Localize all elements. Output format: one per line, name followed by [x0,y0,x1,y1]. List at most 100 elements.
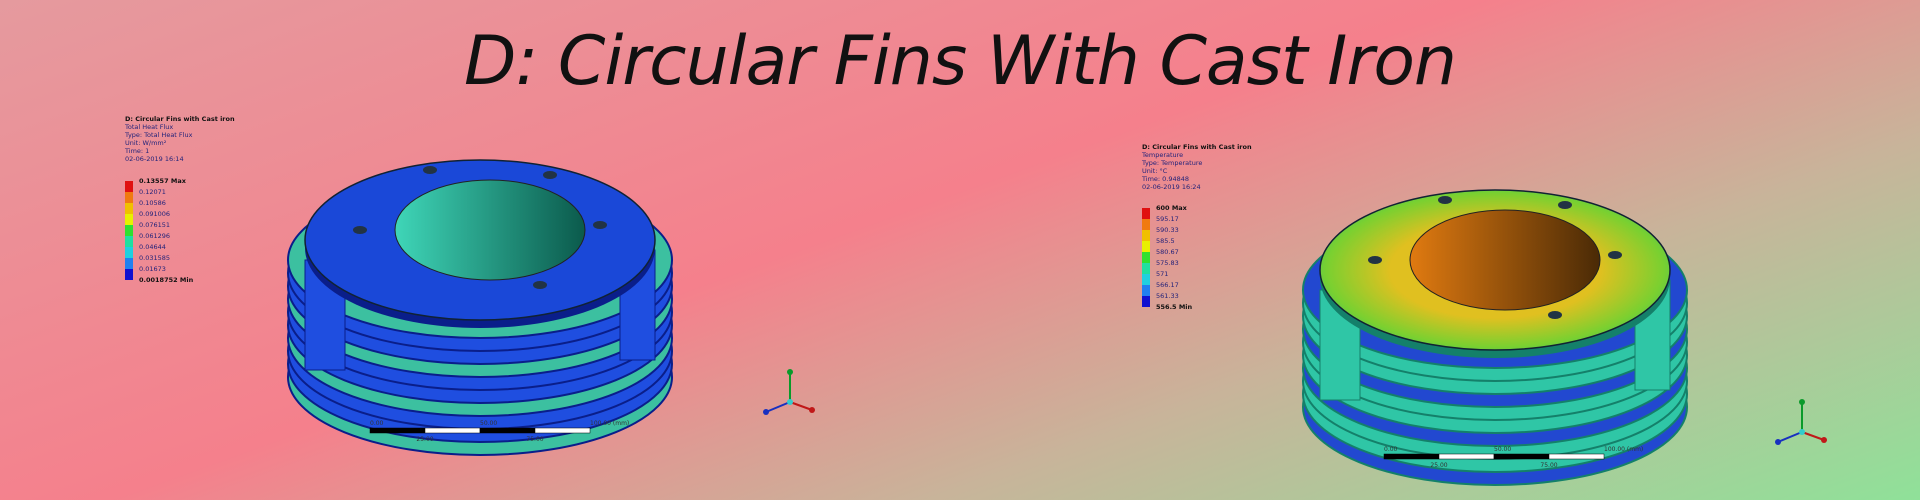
legend-row: 571 [1142,269,1192,285]
legend-swatch [1142,230,1150,241]
legend-label: 571 [1156,270,1169,278]
bolt-hole [353,226,367,234]
result-info: D: Circular Fins with Cast iron Total Hea… [125,115,235,163]
legend-swatch [125,236,133,247]
scale-bar-segment [424,427,481,434]
scale-bar-segment [479,427,536,434]
info-line: Unit: W/mm² [125,139,167,147]
legend-label: 580.67 [1156,248,1179,256]
scale-bar-segment [1493,453,1550,460]
color-legend: 0.13557 Max 0.12071 0.10586 0.091006 0.07615… [125,176,193,286]
scale-label: 100.00 (mm) [590,420,629,427]
legend-row: 0.01673 [125,264,193,280]
legend-label: 0.091006 [139,210,171,218]
legend-row: 0.076151 [125,220,193,236]
legend-row: 561.33 [1142,291,1192,307]
legend-row: 0.13557 Max [125,176,193,192]
legend-label: 561.33 [1156,292,1179,300]
legend-label: 0.04644 [139,243,166,251]
axis-triad [765,401,791,413]
bolt-hole [1608,251,1622,259]
axis-triad [1801,431,1825,441]
legend-swatch [125,247,133,258]
temperature-model [1302,189,1688,486]
legend-row: 0.061296 [125,231,193,247]
scale-bar-segment [369,427,426,434]
bolt-hole [593,221,607,229]
legend-label: 0.076151 [139,221,171,229]
legend-swatch [125,269,133,280]
legend-swatch [125,181,133,192]
legend-label: 575.83 [1156,259,1179,267]
legend-label: 0.13557 Max [139,177,186,185]
legend-row: 585.5 [1142,236,1192,252]
axis-triad-tip [763,409,769,415]
result-info: D: Circular Fins with Cast iron Temperatu… [1142,143,1252,191]
legend-label: 590.33 [1156,226,1179,234]
scale-bar-segment [1548,453,1605,460]
axis-triad-tip [1821,437,1827,443]
legend-swatch [125,203,133,214]
bolt-hole [423,166,437,174]
scale-label: 100.00 (mm) [1604,446,1643,453]
axis-triad-tip [787,369,793,375]
axis-triad [1777,431,1803,443]
axis-triad-origin [787,399,793,405]
legend-row: 0.0018752 Min [125,275,193,286]
legend-row: 0.10586 [125,198,193,214]
legend-row: 580.67 [1142,247,1192,263]
bolt-hole [533,281,547,289]
legend-label: 0.031585 [139,254,171,262]
bolt-hole [1548,311,1562,319]
legend-row: 0.04644 [125,242,193,258]
color-legend: 600 Max 595.17 590.33 585.5 580.67 575.83 571 5… [1142,203,1192,313]
info-line: Type: Total Heat Flux [125,131,193,139]
scale-label: 25.00 [416,436,433,443]
axis-triad-tip [1775,439,1781,445]
slide-title: D: Circular Fins With Cast Iron [463,22,1457,101]
info-line: Temperature [1142,151,1184,159]
info-line: Time: 0.94848 [1142,175,1190,183]
legend-swatch [1142,241,1150,252]
bore [1409,209,1601,311]
info-line: Type: Temperature [1142,159,1203,167]
bore [394,179,586,281]
bolt-hole [543,171,557,179]
legend-row: 566.17 [1142,280,1192,296]
legend-row: 556.5 Min [1142,302,1192,313]
legend-row: 575.83 [1142,258,1192,274]
legend-label: 585.5 [1156,237,1175,245]
info-line: Time: 1 [125,147,150,155]
legend-swatch [125,225,133,236]
info-line: Total Heat Flux [125,123,174,131]
axis-triad-origin [1799,429,1805,435]
bolt-hole [1438,196,1452,204]
legend-row: 0.031585 [125,253,193,269]
info-line: 02-06-2019 16:14 [125,155,184,163]
legend-swatch [1142,274,1150,285]
legend-label: 0.01673 [139,265,166,273]
legend-row: 590.33 [1142,225,1192,241]
axis-triad [789,401,813,411]
scale-label: 75.00 [526,436,543,443]
legend-label: 556.5 Min [1156,303,1193,311]
scale-label: 0.00 [370,420,384,427]
legend-swatch [1142,296,1150,307]
scale-label: 25.00 [1430,462,1447,469]
legend-swatch [1142,208,1150,219]
scale-bar-segment [534,427,591,434]
info-line: Unit: °C [1142,167,1168,175]
scale-label: 50.00 [1494,446,1511,453]
legend-label: 566.17 [1156,281,1179,289]
scale-label: 75.00 [1540,462,1557,469]
bolt-hole [1368,256,1382,264]
heat-flux-model [287,159,673,456]
legend-label: 595.17 [1156,215,1179,223]
bolt-hole [1558,201,1572,209]
legend-label: 0.061296 [139,232,171,240]
axis-triad-tip [1799,399,1805,405]
info-line: D: Circular Fins with Cast iron [1142,143,1252,151]
scale-label: 50.00 [480,420,497,427]
